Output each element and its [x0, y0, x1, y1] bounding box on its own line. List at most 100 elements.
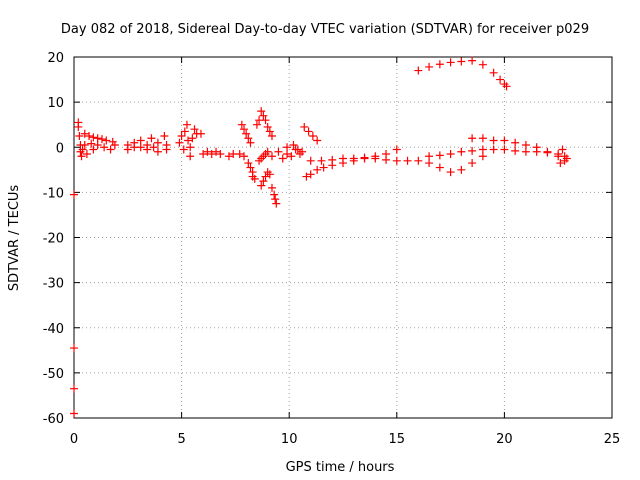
data-point	[80, 140, 89, 149]
data-point	[446, 150, 455, 159]
data-point	[235, 150, 244, 159]
data-point	[392, 156, 401, 165]
data-point	[203, 147, 212, 156]
data-point	[70, 344, 78, 353]
x-tick-label: 10	[281, 432, 298, 447]
data-point	[216, 150, 225, 159]
data-point	[179, 145, 188, 154]
data-point	[240, 152, 249, 161]
data-point	[199, 150, 208, 159]
y-tick-label: -40	[43, 322, 64, 337]
data-point	[212, 147, 221, 156]
data-point	[496, 75, 505, 84]
x-axis-label: GPS time / hours	[286, 460, 395, 475]
data-point	[123, 145, 132, 154]
data-point	[267, 183, 276, 192]
y-tick-label: -60	[43, 412, 64, 427]
data-point	[70, 190, 78, 199]
data-point	[414, 66, 423, 75]
data-point	[244, 159, 253, 168]
x-axis: 0 5 10 15 20 25	[70, 57, 620, 447]
data-point	[240, 125, 249, 134]
data-point	[259, 177, 268, 186]
data-point	[263, 122, 272, 131]
x-tick-label: 5	[177, 432, 185, 447]
data-point	[554, 152, 563, 161]
data-point	[511, 138, 520, 147]
data-point	[106, 145, 115, 154]
data-point	[382, 155, 391, 164]
data-point	[257, 107, 266, 116]
data-point	[489, 145, 498, 154]
data-point	[261, 116, 270, 125]
y-axis: -60 -50 -40 -30 -20 -10 0 10 20	[43, 51, 612, 427]
data-point	[274, 147, 283, 156]
data-point	[87, 139, 96, 148]
data-point	[425, 152, 434, 161]
grid-lines	[74, 57, 612, 418]
data-point	[502, 82, 511, 91]
data-point	[93, 134, 102, 143]
data-point	[392, 145, 401, 154]
data-point	[457, 57, 466, 66]
data-point	[543, 147, 552, 156]
data-point	[283, 150, 292, 159]
data-point	[435, 60, 444, 69]
data-point	[300, 122, 309, 131]
data-point	[468, 134, 477, 143]
data-point	[308, 131, 317, 140]
data-point	[306, 170, 315, 179]
data-point	[175, 138, 184, 147]
data-point	[196, 129, 205, 138]
data-point	[186, 143, 195, 152]
y-tick-label: -50	[43, 367, 64, 382]
x-tick-label: 25	[604, 432, 621, 447]
data-point	[188, 134, 197, 143]
data-point	[500, 145, 509, 154]
data-point	[147, 134, 156, 143]
data-point	[511, 146, 520, 155]
data-point	[263, 147, 272, 156]
data-point	[77, 152, 86, 161]
y-tick-label: 20	[47, 51, 64, 66]
data-point	[267, 131, 276, 140]
data-point	[521, 147, 530, 156]
data-point	[272, 199, 281, 208]
data-point	[270, 190, 279, 199]
y-tick-label: 0	[56, 141, 64, 156]
data-point	[89, 145, 98, 154]
data-point	[257, 181, 266, 190]
data-point	[252, 120, 261, 129]
data-points	[70, 56, 571, 418]
data-point	[278, 154, 287, 163]
data-point	[521, 140, 530, 149]
data-point	[446, 58, 455, 67]
data-point	[478, 60, 487, 69]
data-point	[317, 156, 326, 165]
data-point	[265, 170, 274, 179]
x-tick-label: 20	[496, 432, 513, 447]
data-point	[313, 136, 322, 145]
data-point	[306, 156, 315, 165]
y-tick-label: -20	[43, 232, 64, 247]
data-point	[102, 136, 111, 145]
data-point	[457, 165, 466, 174]
y-axis-label: SDTVAR / TECUs	[7, 185, 22, 292]
data-point	[70, 384, 78, 393]
data-point	[328, 155, 337, 164]
data-point	[160, 131, 169, 140]
data-point	[468, 159, 477, 168]
data-point	[265, 127, 274, 136]
data-point	[180, 127, 189, 136]
data-point	[246, 163, 255, 172]
data-point	[556, 159, 565, 168]
data-point	[403, 156, 412, 165]
data-point	[267, 152, 276, 161]
data-point	[190, 125, 199, 134]
data-point	[224, 152, 233, 161]
data-point	[186, 152, 195, 161]
data-point	[302, 172, 311, 181]
data-point	[149, 143, 158, 152]
x-tick-label: 15	[389, 432, 406, 447]
